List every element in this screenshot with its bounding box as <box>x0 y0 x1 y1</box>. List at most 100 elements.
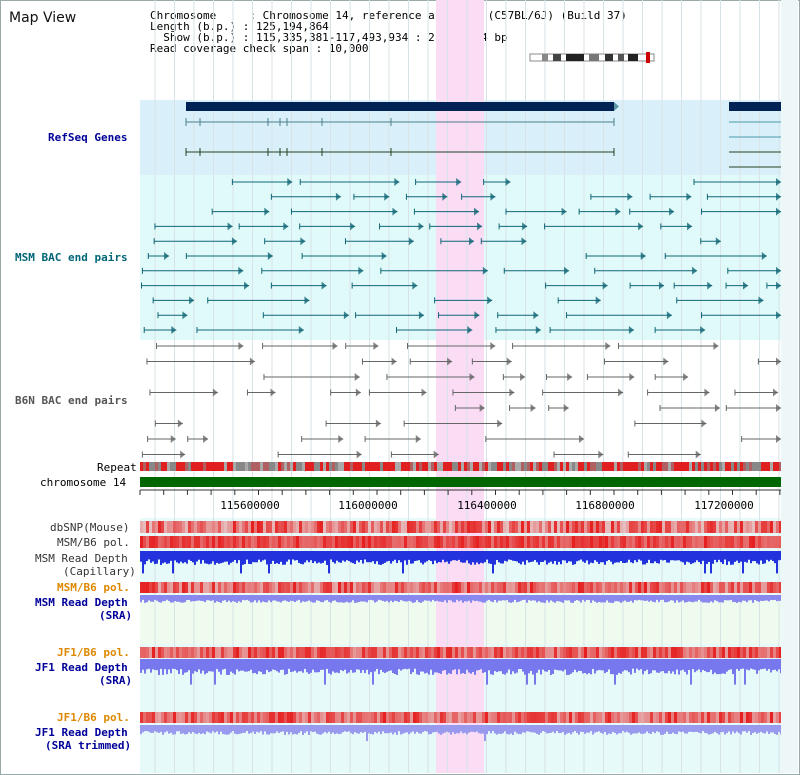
heat-cell <box>401 647 404 658</box>
heat-cell <box>455 647 458 658</box>
label-jf1-b6-pol-1[interactable]: JF1/B6 pol. <box>57 646 130 659</box>
depth-bar <box>250 725 252 733</box>
heat-cell <box>431 582 434 593</box>
depth-bar <box>450 551 452 562</box>
depth-bar <box>632 595 634 603</box>
heat-cell <box>248 647 251 658</box>
depth-bar <box>658 551 660 564</box>
heat-cell <box>473 712 476 723</box>
heat-cell <box>407 521 410 533</box>
depth-bar <box>538 659 540 670</box>
heat-cell <box>692 647 695 658</box>
depth-bar <box>728 551 730 562</box>
depth-bar <box>442 659 444 671</box>
depth-bar <box>674 551 676 561</box>
depth-bar <box>720 551 722 563</box>
heat-cell <box>641 536 644 548</box>
bac-end-pair <box>330 388 361 397</box>
heat-cell <box>626 582 629 593</box>
heat-cell <box>743 582 746 593</box>
heat-cell <box>389 647 392 658</box>
label-jf1-b6-pol-2[interactable]: JF1/B6 pol. <box>57 711 130 724</box>
heat-cell <box>161 582 164 593</box>
depth-bar <box>722 725 724 732</box>
label-msm-depth-sra-2[interactable]: (SRA) <box>99 609 133 622</box>
depth-bar <box>488 551 490 564</box>
heat-cell <box>539 712 542 723</box>
label-jf1-depth-sra-2[interactable]: (SRA) <box>99 674 133 687</box>
depth-bar <box>558 659 560 671</box>
depth-bar <box>738 595 740 602</box>
heat-cell <box>437 536 440 548</box>
repeat-cell <box>302 462 305 471</box>
depth-bar <box>272 659 274 670</box>
label-jf1-depth-trim-2[interactable]: (SRA trimmed) <box>45 739 132 752</box>
depth-bar <box>436 725 438 732</box>
heat-cell <box>146 536 149 548</box>
heat-cell <box>485 647 488 658</box>
depth-bar <box>278 551 280 565</box>
label-msm-b6-pol-1[interactable]: MSM/B6 pol. <box>57 536 130 549</box>
heat-cell <box>464 647 467 658</box>
repeat-cell <box>737 462 740 471</box>
label-refseq-genes[interactable]: RefSeq Genes <box>48 131 128 144</box>
heat-cell <box>632 521 635 533</box>
label-msm-b6-pol-2[interactable]: MSM/B6 pol. <box>57 581 130 594</box>
b6n-bac-end-pairs[interactable] <box>141 342 781 459</box>
heat-cell <box>572 521 575 533</box>
depth-bar <box>170 725 172 733</box>
label-b6n-bac[interactable]: B6N BAC end pairs <box>15 394 128 407</box>
depth-bar <box>184 725 186 735</box>
label-dbsnp[interactable]: dbSNP(Mouse) <box>50 521 130 534</box>
depth-bar <box>400 551 402 563</box>
label-msm-depth-sra-1[interactable]: MSM Read Depth <box>35 596 128 609</box>
label-jf1-depth-sra-1[interactable]: JF1 Read Depth <box>35 661 128 674</box>
repeat-cell <box>767 462 770 471</box>
heat-cell <box>368 712 371 723</box>
heat-cell <box>365 647 368 658</box>
depth-bar <box>762 725 764 733</box>
depth-bar <box>214 551 216 565</box>
heat-cell <box>287 582 290 593</box>
depth-bar <box>266 725 268 735</box>
depth-bar <box>418 551 420 561</box>
heat-cell <box>566 521 569 533</box>
depth-bar <box>296 595 298 601</box>
depth-bar <box>294 595 296 603</box>
label-msm-depth-cap-1[interactable]: MSM Read Depth <box>35 552 128 565</box>
msm-bac-end-pairs[interactable] <box>141 178 781 334</box>
heat-cell <box>467 712 470 723</box>
depth-bar <box>490 725 492 734</box>
depth-bar <box>210 659 212 672</box>
heat-cell <box>680 536 683 548</box>
bac-end-pair <box>147 435 176 443</box>
repeat-cell <box>236 462 239 471</box>
heat-cell <box>215 521 218 533</box>
chromosome-ideogram[interactable] <box>529 52 655 63</box>
depth-bar <box>536 595 538 603</box>
depth-bar <box>410 725 412 733</box>
depth-bar <box>300 725 302 732</box>
heat-cell <box>479 521 482 533</box>
depth-bar <box>552 725 554 732</box>
heat-cell <box>152 536 155 548</box>
label-msm-bac[interactable]: MSM BAC end pairs <box>15 251 128 264</box>
repeat-cell <box>593 462 596 471</box>
heat-cell <box>158 647 161 658</box>
bac-end-pair <box>542 388 624 397</box>
label-chromosome[interactable]: chromosome 14 <box>40 476 127 489</box>
depth-bar <box>552 595 554 602</box>
depth-bar <box>482 725 484 734</box>
label-msm-depth-cap-2[interactable]: (Capillary) <box>63 565 136 578</box>
heat-cell <box>653 647 656 658</box>
label-repeat[interactable]: Repeat <box>97 461 137 474</box>
heat-cell <box>572 647 575 658</box>
depth-bar <box>600 659 602 671</box>
depth-bar <box>588 659 590 674</box>
depth-bar <box>452 595 454 603</box>
refseq-gene <box>729 102 781 111</box>
depth-bar <box>372 659 374 685</box>
label-jf1-depth-trim-1[interactable]: JF1 Read Depth <box>35 726 128 739</box>
depth-bar <box>508 659 510 670</box>
